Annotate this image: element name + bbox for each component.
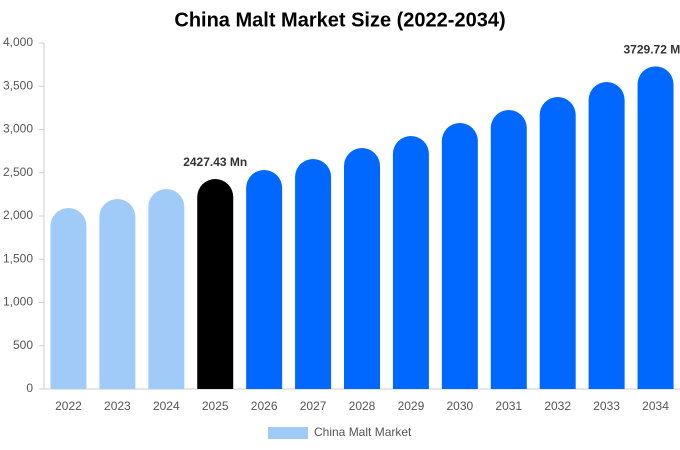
x-tick-label: 2023: [104, 399, 131, 413]
x-tick-label: 2028: [349, 399, 376, 413]
chart-title: China Malt Market Size (2022-2034): [174, 9, 505, 31]
x-tick-label: 2031: [495, 399, 522, 413]
y-tick-label: 3,000: [3, 122, 33, 136]
bar: [295, 158, 332, 389]
y-tick-label: 0: [26, 381, 33, 395]
x-tick-label: 2027: [300, 399, 327, 413]
legend-swatch: [268, 427, 308, 439]
y-tick-label: 500: [13, 338, 33, 352]
value-label: 2427.43 Mn: [183, 155, 247, 169]
x-tick-label: 2032: [544, 399, 571, 413]
value-label: 3729.72 Mn: [624, 43, 680, 57]
bar: [441, 123, 478, 389]
y-tick-label: 1,000: [3, 295, 33, 309]
bar: [490, 110, 527, 389]
legend-label: China Malt Market: [314, 425, 412, 439]
x-tick-label: 2033: [593, 399, 620, 413]
bar: [392, 135, 429, 389]
x-tick-label: 2024: [153, 399, 180, 413]
y-tick-label: 2,500: [3, 165, 33, 179]
bar: [50, 208, 87, 389]
bar: [197, 179, 234, 389]
bar: [344, 148, 380, 389]
y-tick-label: 4,000: [3, 35, 33, 49]
bar: [637, 66, 674, 390]
y-tick-label: 2,000: [3, 208, 33, 222]
y-tick-label: 3,500: [3, 78, 33, 92]
bar: [99, 198, 136, 389]
bar: [588, 82, 625, 389]
x-tick-label: 2022: [55, 399, 82, 413]
x-tick-label: 2034: [642, 399, 669, 413]
x-tick-label: 2029: [398, 399, 425, 413]
y-tick-label: 1,500: [3, 251, 33, 265]
bar: [539, 96, 576, 389]
bar: [246, 169, 283, 389]
bar: [148, 189, 185, 389]
x-tick-label: 2030: [446, 399, 473, 413]
x-tick-label: 2026: [251, 399, 278, 413]
x-tick-label: 2025: [202, 399, 229, 413]
